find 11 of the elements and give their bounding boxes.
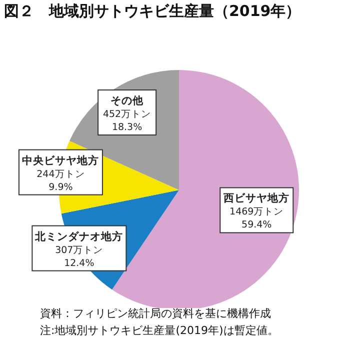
data-label: 307万トン 12.4% xyxy=(55,244,104,269)
data-label: 1469万トン 59.4% xyxy=(230,206,284,231)
text: 資料：フィリピン統計局の資料を基に機構作成 xyxy=(40,306,271,321)
slice-label: 北ミンダナオ地方 xyxy=(34,230,124,243)
data-label: 452万トン 18.3% xyxy=(102,108,152,133)
slice-label: その他 xyxy=(110,94,145,107)
data-label: 244万トン 9.9% xyxy=(36,168,85,193)
slice-label: 中央ビサヤ地方 xyxy=(22,154,100,167)
slice-label: 西ビサヤ地方 xyxy=(222,192,290,205)
chart-title: 図２ 地域別サトウキビ生産量（2019年） xyxy=(4,2,301,21)
text: 注:地域別サトウキビ生産量(2019年)は暫定値。 xyxy=(40,323,278,338)
